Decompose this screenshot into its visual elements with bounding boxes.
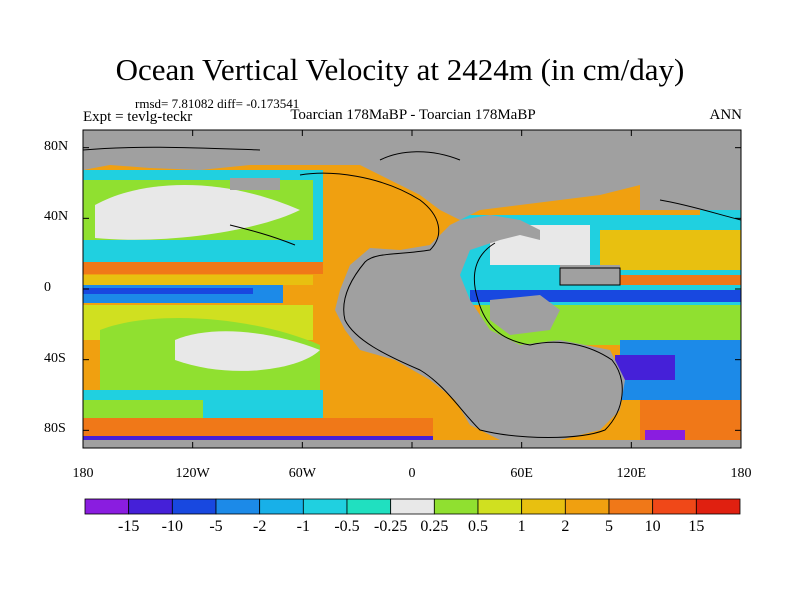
lat-tick-label: 40N (44, 209, 69, 225)
colorbar-swatch (84, 498, 130, 515)
colorbar-label: -2 (252, 518, 267, 535)
lon-tick-label: 60W (288, 466, 316, 481)
colorbar-swatch (215, 498, 261, 515)
experiment-label: Expt = tevlg-teckr (83, 109, 193, 125)
colorbar-label: 2 (561, 518, 570, 535)
lat-tick-label: 80N (44, 138, 69, 154)
colorbar-label: 1 (517, 518, 526, 535)
colorbar-swatch (302, 498, 348, 515)
colorbar-swatch (521, 498, 566, 515)
colorbar-swatch (346, 498, 392, 515)
colorbar-label: -0.25 (373, 518, 408, 535)
colorbar-swatch (564, 498, 610, 515)
map-plot (83, 130, 741, 448)
lat-tick-label: 40S (44, 350, 66, 366)
lon-tick-label: 120E (616, 466, 647, 481)
colorbar-swatch (259, 498, 304, 515)
lon-tick-label: 120W (175, 466, 210, 481)
colorbar-label: -0.5 (334, 518, 360, 535)
colorbar-label: 0.5 (468, 518, 488, 535)
colorbar-swatch (390, 498, 435, 515)
colorbar (84, 498, 741, 515)
colorbar-label: 10 (644, 518, 661, 535)
colorbar-swatch (171, 498, 217, 515)
subtitle: Toarcian 178MaBP - Toarcian 178MaBP (290, 107, 536, 123)
colorbar-label: 15 (688, 518, 705, 535)
colorbar-label: -5 (209, 518, 223, 535)
coastlines (83, 146, 741, 438)
colorbar-label: -1 (296, 518, 310, 535)
axis-ticks (82, 130, 742, 448)
colorbar-swatch (652, 498, 697, 515)
colorbar-label: 0.25 (420, 518, 449, 535)
lat-tick-label: 0 (44, 280, 51, 295)
colorbar-swatch (608, 498, 654, 515)
colorbar-swatch (128, 498, 173, 515)
colorbar-swatch (477, 498, 523, 515)
colorbar-swatch (695, 498, 741, 515)
lon-tick-label: 0 (408, 466, 416, 481)
lon-tick-label: 180 (730, 466, 752, 481)
lat-tick-label: 80S (44, 421, 66, 437)
stats-text: rmsd= 7.81082 diff= -0.173541 (135, 96, 300, 111)
colorbar-label: -10 (161, 518, 183, 535)
lon-tick-label: 180 (72, 466, 94, 481)
colorbar-label: -15 (117, 518, 140, 535)
colorbar-swatch (433, 498, 479, 515)
colorbar-label: 5 (605, 518, 613, 535)
lon-tick-label: 60E (510, 466, 533, 481)
season-label: ANN (709, 107, 743, 123)
chart-title: Ocean Vertical Velocity at 2424m (in cm/… (115, 52, 685, 87)
